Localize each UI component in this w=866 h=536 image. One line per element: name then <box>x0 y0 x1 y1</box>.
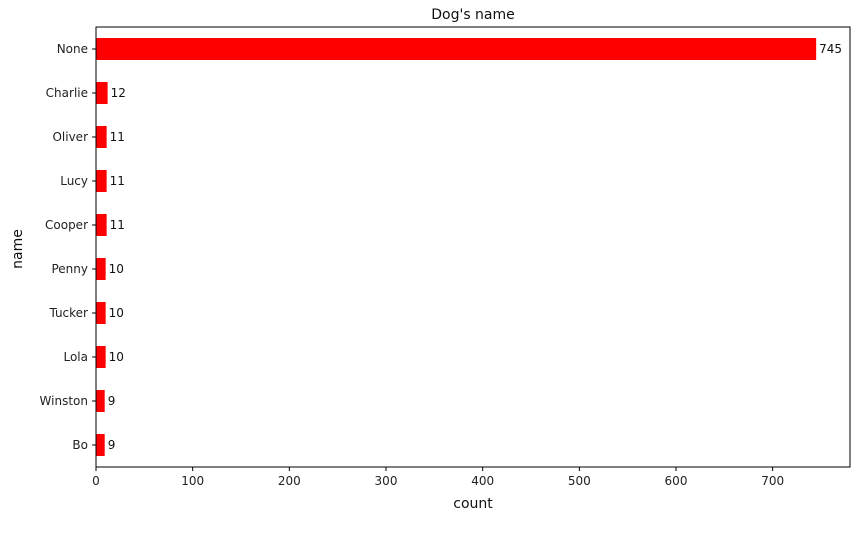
data-labels: 745 12 11 11 11 10 10 10 9 9 <box>108 42 842 452</box>
y-tick-label: Tucker <box>48 306 88 320</box>
x-tick-label: 300 <box>375 474 398 488</box>
data-label: 10 <box>109 350 124 364</box>
y-tick-label: Cooper <box>45 218 88 232</box>
x-tick-label: 600 <box>665 474 688 488</box>
bar-charlie <box>96 82 108 104</box>
data-label: 11 <box>110 218 125 232</box>
x-axis-title: count <box>453 496 493 512</box>
bar-penny <box>96 258 106 280</box>
x-tick-label: 700 <box>761 474 784 488</box>
y-tick-label: Penny <box>51 262 88 276</box>
y-tick-labels: None Charlie Oliver Lucy Cooper Penny Tucker Lo… <box>40 42 96 452</box>
bar-tucker <box>96 302 106 324</box>
bars-group <box>96 38 817 456</box>
data-label: 9 <box>108 394 116 408</box>
bar-cooper <box>96 214 107 236</box>
bar-winston <box>96 390 105 412</box>
y-tick-label: Lucy <box>60 174 88 188</box>
y-tick-label: Charlie <box>46 86 88 100</box>
data-label: 11 <box>110 174 125 188</box>
x-tick-label: 0 <box>92 474 100 488</box>
bar-oliver <box>96 126 107 148</box>
chart-title: Dog's name <box>431 7 515 23</box>
x-tick-label: 200 <box>278 474 301 488</box>
plot-frame <box>95 26 851 468</box>
y-axis-title: name <box>10 229 26 269</box>
bar-lucy <box>96 170 107 192</box>
data-label: 12 <box>111 86 126 100</box>
x-ticks: 0 100 200 300 400 500 600 700 <box>92 467 784 488</box>
y-tick-label: Lola <box>63 350 88 364</box>
data-label: 745 <box>819 42 842 56</box>
x-tick-label: 400 <box>471 474 494 488</box>
data-label: 10 <box>109 306 124 320</box>
data-label: 11 <box>110 130 125 144</box>
x-tick-label: 500 <box>568 474 591 488</box>
x-tick-label: 100 <box>181 474 204 488</box>
bar-lola <box>96 346 106 368</box>
y-tick-label: Oliver <box>52 130 88 144</box>
y-tick-label: Bo <box>72 438 88 452</box>
y-tick-label: None <box>57 42 88 56</box>
bar-none <box>96 38 817 60</box>
bar-bo <box>96 434 105 456</box>
data-label: 10 <box>109 262 124 276</box>
data-label: 9 <box>108 438 116 452</box>
y-tick-label: Winston <box>40 394 88 408</box>
